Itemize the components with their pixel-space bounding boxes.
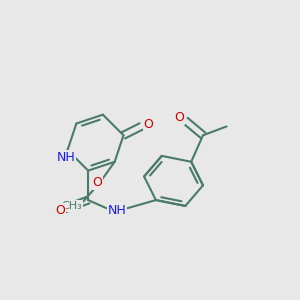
Text: O: O [55, 204, 65, 217]
Text: NH: NH [57, 151, 76, 164]
Text: O: O [175, 111, 184, 124]
Text: O: O [144, 118, 154, 130]
Text: CH₃: CH₃ [61, 201, 82, 211]
Text: O: O [92, 176, 102, 189]
Text: NH: NH [108, 204, 126, 217]
